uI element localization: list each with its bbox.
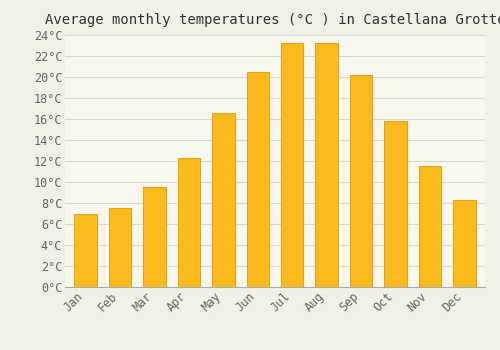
Bar bbox=[418, 166, 441, 287]
Title: Average monthly temperatures (°C ) in Castellana Grotte: Average monthly temperatures (°C ) in Ca… bbox=[44, 13, 500, 27]
Bar bbox=[316, 43, 338, 287]
Bar bbox=[109, 208, 132, 287]
Bar bbox=[74, 214, 97, 287]
Bar bbox=[453, 200, 475, 287]
Bar bbox=[281, 43, 303, 287]
Bar bbox=[212, 113, 234, 287]
Bar bbox=[350, 75, 372, 287]
Bar bbox=[246, 72, 269, 287]
Bar bbox=[384, 121, 406, 287]
Bar bbox=[144, 187, 166, 287]
Bar bbox=[178, 158, 200, 287]
